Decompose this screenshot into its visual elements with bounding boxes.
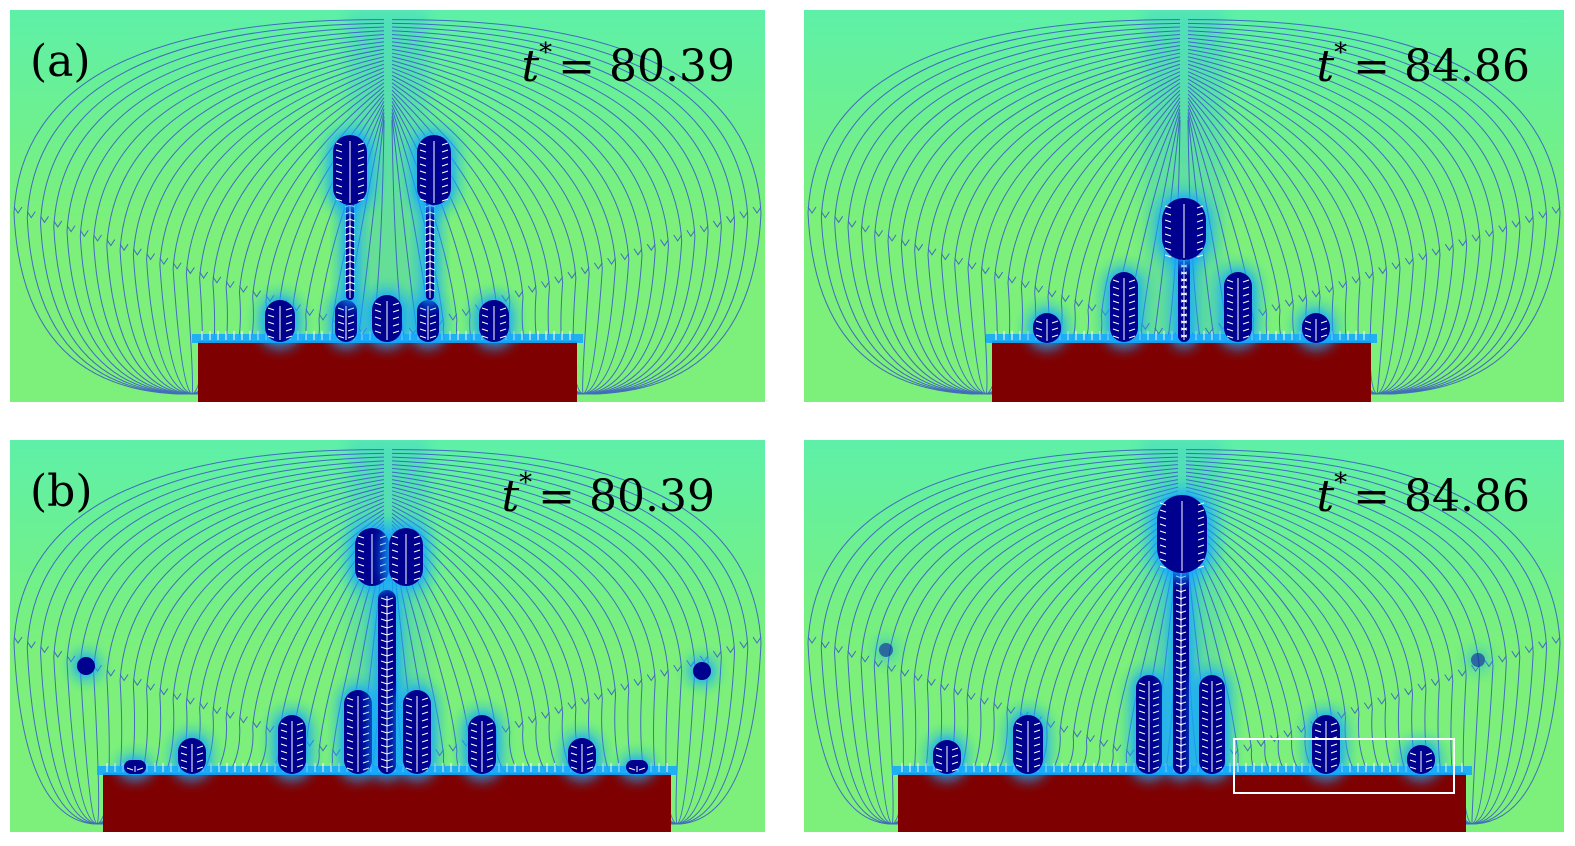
bubble-column bbox=[462, 709, 502, 780]
detaching-bubble bbox=[383, 522, 429, 592]
heater-block bbox=[198, 341, 577, 402]
bubble-column bbox=[1007, 709, 1049, 780]
bubble-column bbox=[1218, 266, 1258, 348]
field-b-left bbox=[10, 440, 765, 832]
panel-a-left: (a) t* = 80.39 bbox=[10, 10, 765, 402]
bubble-column bbox=[927, 734, 967, 780]
bubble-column bbox=[329, 294, 363, 348]
bubble-stem bbox=[1172, 244, 1196, 348]
bubble-column bbox=[1296, 307, 1336, 349]
drifting-bubble bbox=[874, 638, 898, 662]
bubble-column bbox=[1104, 266, 1144, 348]
bubble-column bbox=[562, 732, 602, 780]
drifting-bubble bbox=[72, 652, 100, 680]
bubble-column bbox=[1130, 669, 1168, 780]
drifting-bubble bbox=[1466, 648, 1490, 672]
bubble-column bbox=[272, 709, 312, 780]
bubble-column bbox=[366, 289, 408, 348]
detaching-bubble bbox=[411, 129, 457, 211]
drifting-bubble bbox=[688, 657, 716, 685]
detaching-bubble bbox=[1151, 489, 1213, 579]
bubble-stem bbox=[1167, 534, 1195, 780]
bubble-column bbox=[1401, 739, 1441, 780]
panel-b-left: (b) t* = 80.39 bbox=[10, 440, 765, 832]
bubble-column bbox=[1306, 709, 1346, 780]
panel-a-right: t* = 84.86 bbox=[804, 10, 1564, 402]
bubble-column bbox=[338, 684, 378, 780]
highlight-box bbox=[1233, 738, 1455, 794]
heater-block bbox=[992, 341, 1371, 402]
bubble-column bbox=[259, 294, 301, 348]
detaching-bubble bbox=[349, 522, 395, 592]
field-b-right bbox=[804, 440, 1564, 832]
bubble-column bbox=[1193, 669, 1231, 780]
bubble-stem bbox=[340, 184, 360, 306]
bubble-column bbox=[473, 294, 515, 348]
field-a-right bbox=[804, 10, 1564, 402]
detaching-bubble bbox=[327, 129, 373, 211]
bubble-column bbox=[172, 732, 212, 780]
bubble-column bbox=[411, 294, 445, 348]
bubble-column bbox=[118, 754, 152, 780]
bubble-column bbox=[397, 684, 437, 780]
detaching-bubble bbox=[1156, 192, 1212, 266]
heater-block bbox=[103, 773, 671, 832]
bubble-stem bbox=[372, 584, 402, 780]
heater-block bbox=[898, 773, 1466, 832]
bubble-column bbox=[620, 754, 654, 780]
field-a-left bbox=[10, 10, 765, 402]
panel-b-right: t* = 84.86 bbox=[804, 440, 1564, 832]
bubble-column bbox=[1027, 307, 1067, 349]
bubble-stem bbox=[420, 184, 440, 306]
